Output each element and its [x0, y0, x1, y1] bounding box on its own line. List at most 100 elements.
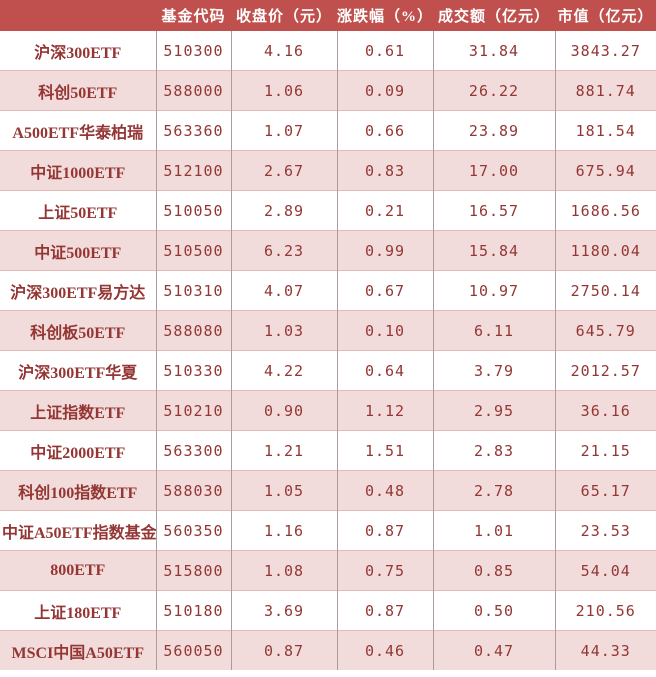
cell-turnover: 17.00: [432, 150, 555, 191]
column-header-close_price: 收盘价（元）: [231, 0, 337, 31]
column-header-change_pct: 涨跌幅（%）: [337, 0, 433, 31]
cell-close_price: 2.89: [230, 190, 337, 231]
cell-change_pct: 0.75: [336, 550, 433, 591]
cell-turnover: 0.47: [432, 630, 555, 670]
cell-turnover: 0.85: [432, 550, 555, 591]
cell-turnover: 2.83: [432, 430, 555, 471]
cell-close_price: 6.23: [230, 230, 337, 271]
cell-turnover: 1.01: [432, 510, 555, 551]
cell-close_price: 4.22: [230, 350, 337, 391]
cell-change_pct: 0.21: [336, 190, 433, 231]
cell-change_pct: 0.99: [336, 230, 433, 271]
cell-name: MSCI中国A50ETF: [0, 630, 156, 670]
header-row: 基金代码 收盘价（元） 涨跌幅（%） 成交额（亿元） 市值（亿元）: [0, 0, 656, 31]
cell-turnover: 3.79: [432, 350, 555, 391]
cell-code: 560350: [155, 510, 231, 551]
cell-turnover: 0.50: [432, 590, 555, 631]
cell-close_price: 4.16: [230, 31, 337, 71]
cell-code: 510050: [155, 190, 231, 231]
cell-market_cap: 881.74: [554, 70, 656, 111]
cell-market_cap: 23.53: [554, 510, 656, 551]
table-row: 上证50ETF 510050 2.89 0.21 16.57 1686.56: [0, 190, 656, 231]
table-row: 上证指数ETF 510210 0.90 1.12 2.95 36.16: [0, 390, 656, 431]
cell-turnover: 26.22: [432, 70, 555, 111]
cell-code: 588080: [155, 310, 231, 351]
cell-close_price: 3.69: [230, 590, 337, 631]
cell-code: 515800: [155, 550, 231, 591]
cell-market_cap: 2750.14: [554, 270, 656, 311]
cell-change_pct: 1.51: [336, 430, 433, 471]
cell-name: 中证1000ETF: [0, 150, 156, 191]
cell-change_pct: 0.48: [336, 470, 433, 511]
cell-code: 510180: [155, 590, 231, 631]
cell-name: 中证A50ETF指数基金: [0, 510, 156, 551]
cell-code: 563300: [155, 430, 231, 471]
cell-market_cap: 645.79: [554, 310, 656, 351]
cell-name: 沪深300ETF: [0, 31, 156, 71]
cell-name: A500ETF华泰柏瑞: [0, 110, 156, 151]
cell-close_price: 4.07: [230, 270, 337, 311]
table-row: 上证180ETF 510180 3.69 0.87 0.50 210.56: [0, 590, 656, 631]
cell-name: 上证180ETF: [0, 590, 156, 631]
cell-code: 510330: [155, 350, 231, 391]
table-row: 科创50ETF 588000 1.06 0.09 26.22 881.74: [0, 70, 656, 111]
cell-name: 800ETF: [0, 550, 156, 591]
table-row: 中证500ETF 510500 6.23 0.99 15.84 1180.04: [0, 230, 656, 271]
table-row: 科创100指数ETF 588030 1.05 0.48 2.78 65.17: [0, 470, 656, 511]
cell-market_cap: 1686.56: [554, 190, 656, 231]
table-row: 沪深300ETF易方达 510310 4.07 0.67 10.97 2750.14: [0, 270, 656, 311]
cell-close_price: 2.67: [230, 150, 337, 191]
cell-turnover: 10.97: [432, 270, 555, 311]
table-body: 沪深300ETF 510300 4.16 0.61 31.84 3843.27 科创50ET…: [0, 31, 656, 670]
cell-code: 512100: [155, 150, 231, 191]
cell-change_pct: 0.87: [336, 510, 433, 551]
table-row: 科创板50ETF 588080 1.03 0.10 6.11 645.79: [0, 310, 656, 351]
table-row: 沪深300ETF 510300 4.16 0.61 31.84 3843.27: [0, 31, 656, 71]
cell-close_price: 1.05: [230, 470, 337, 511]
cell-market_cap: 65.17: [554, 470, 656, 511]
cell-change_pct: 0.46: [336, 630, 433, 670]
cell-name: 科创板50ETF: [0, 310, 156, 351]
cell-market_cap: 3843.27: [554, 31, 656, 71]
cell-change_pct: 0.67: [336, 270, 433, 311]
cell-code: 510210: [155, 390, 231, 431]
cell-change_pct: 0.10: [336, 310, 433, 351]
column-header-market_cap: 市值（亿元）: [555, 0, 656, 31]
cell-name: 沪深300ETF华夏: [0, 350, 156, 391]
cell-turnover: 6.11: [432, 310, 555, 351]
table-row: MSCI中国A50ETF 560050 0.87 0.46 0.47 44.33: [0, 630, 656, 670]
table-row: 中证2000ETF 563300 1.21 1.51 2.83 21.15: [0, 430, 656, 471]
cell-turnover: 2.78: [432, 470, 555, 511]
cell-change_pct: 0.66: [336, 110, 433, 151]
table-row: 中证A50ETF指数基金 560350 1.16 0.87 1.01 23.53: [0, 510, 656, 551]
cell-market_cap: 36.16: [554, 390, 656, 431]
cell-market_cap: 1180.04: [554, 230, 656, 271]
cell-turnover: 23.89: [432, 110, 555, 151]
cell-change_pct: 0.61: [336, 31, 433, 71]
cell-name: 中证2000ETF: [0, 430, 156, 471]
cell-market_cap: 21.15: [554, 430, 656, 471]
cell-close_price: 1.06: [230, 70, 337, 111]
cell-close_price: 1.07: [230, 110, 337, 151]
cell-change_pct: 0.64: [336, 350, 433, 391]
cell-code: 588030: [155, 470, 231, 511]
cell-market_cap: 54.04: [554, 550, 656, 591]
cell-name: 上证指数ETF: [0, 390, 156, 431]
table-row: A500ETF华泰柏瑞 563360 1.07 0.66 23.89 181.54: [0, 110, 656, 151]
cell-turnover: 31.84: [432, 31, 555, 71]
column-header-name: [0, 0, 156, 31]
cell-close_price: 0.90: [230, 390, 337, 431]
cell-close_price: 1.08: [230, 550, 337, 591]
cell-close_price: 0.87: [230, 630, 337, 670]
cell-turnover: 15.84: [432, 230, 555, 271]
column-header-turnover: 成交额（亿元）: [433, 0, 555, 31]
cell-code: 563360: [155, 110, 231, 151]
cell-name: 科创50ETF: [0, 70, 156, 111]
cell-change_pct: 1.12: [336, 390, 433, 431]
column-header-code: 基金代码: [156, 0, 231, 31]
cell-code: 510500: [155, 230, 231, 271]
cell-change_pct: 0.83: [336, 150, 433, 191]
cell-close_price: 1.16: [230, 510, 337, 551]
